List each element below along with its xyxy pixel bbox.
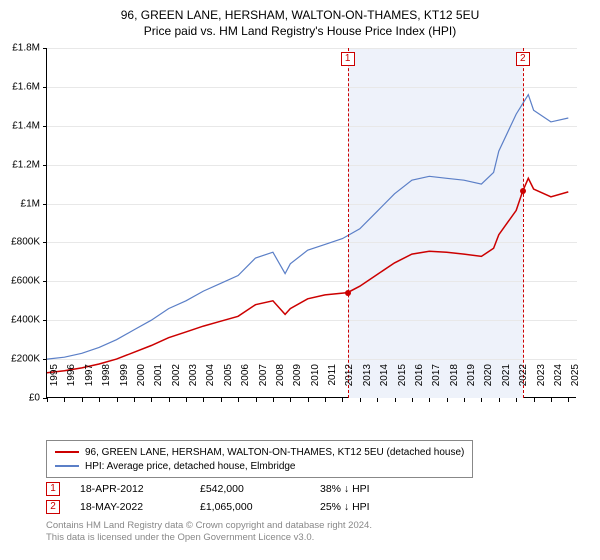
marker-box: 2: [516, 52, 530, 66]
marker-line: [348, 48, 349, 398]
x-axis-label: 2004: [205, 364, 216, 404]
event-price: £1,065,000: [200, 501, 300, 513]
event-marker-box: 2: [46, 500, 60, 514]
x-axis-label: 2007: [258, 364, 269, 404]
event-delta: 25% ↓ HPI: [320, 501, 420, 513]
legend-row: HPI: Average price, detached house, Elmb…: [55, 459, 464, 473]
event-date: 18-APR-2012: [80, 483, 180, 495]
event-row: 2 18-MAY-2022 £1,065,000 25% ↓ HPI: [46, 498, 420, 516]
x-axis-label: 2009: [292, 364, 303, 404]
x-axis-label: 2016: [414, 364, 425, 404]
x-axis-label: 1995: [49, 364, 60, 404]
x-axis-label: 2017: [431, 364, 442, 404]
x-axis-label: 2020: [483, 364, 494, 404]
marker-box: 1: [341, 52, 355, 66]
legend-label: 96, GREEN LANE, HERSHAM, WALTON-ON-THAME…: [85, 447, 464, 458]
line-chart-svg: [47, 48, 577, 398]
x-axis-label: 2018: [449, 364, 460, 404]
x-axis-label: 1998: [101, 364, 112, 404]
y-axis-label: £600K: [11, 276, 40, 287]
x-axis-label: 2005: [223, 364, 234, 404]
x-axis-label: 2011: [327, 364, 338, 404]
x-axis-label: 2010: [310, 364, 321, 404]
marker-line: [523, 48, 524, 398]
footer-line-2: This data is licensed under the Open Gov…: [46, 532, 372, 544]
x-axis-label: 2014: [379, 364, 390, 404]
title-line-1: 96, GREEN LANE, HERSHAM, WALTON-ON-THAME…: [0, 8, 600, 22]
x-axis-label: 2008: [275, 364, 286, 404]
footer-line-1: Contains HM Land Registry data © Crown c…: [46, 520, 372, 532]
chart-title: 96, GREEN LANE, HERSHAM, WALTON-ON-THAME…: [0, 0, 600, 40]
footer: Contains HM Land Registry data © Crown c…: [46, 520, 372, 545]
x-axis-label: 2025: [570, 364, 581, 404]
y-axis-label: £1.8M: [12, 43, 40, 54]
x-axis-label: 2024: [553, 364, 564, 404]
y-axis-label: £800K: [11, 237, 40, 248]
event-marker-box: 1: [46, 482, 60, 496]
y-axis-label: £0: [29, 393, 40, 404]
x-axis-label: 2019: [466, 364, 477, 404]
y-axis-label: £400K: [11, 315, 40, 326]
x-axis-label: 2000: [136, 364, 147, 404]
legend-swatch: [55, 465, 79, 467]
title-line-2: Price paid vs. HM Land Registry's House …: [0, 24, 600, 38]
x-axis-label: 2002: [171, 364, 182, 404]
events-table: 1 18-APR-2012 £542,000 38% ↓ HPI 2 18-MA…: [46, 480, 420, 516]
legend: 96, GREEN LANE, HERSHAM, WALTON-ON-THAME…: [46, 440, 473, 478]
legend-label: HPI: Average price, detached house, Elmb…: [85, 461, 296, 472]
chart-container: 12 £0£200K£400K£600K£800K£1M£1.2M£1.4M£1…: [46, 48, 576, 398]
plot-area: 12: [46, 48, 576, 398]
event-date: 18-MAY-2022: [80, 501, 180, 513]
marker-dot: [520, 188, 526, 194]
x-axis-label: 2021: [501, 364, 512, 404]
x-axis-label: 2012: [344, 364, 355, 404]
y-axis-label: £1M: [21, 198, 40, 209]
x-axis-label: 2015: [397, 364, 408, 404]
x-axis-label: 2001: [153, 364, 164, 404]
event-price: £542,000: [200, 483, 300, 495]
marker-dot: [345, 290, 351, 296]
x-axis-label: 1996: [66, 364, 77, 404]
y-axis-label: £1.2M: [12, 159, 40, 170]
y-axis-label: £1.4M: [12, 120, 40, 131]
legend-row: 96, GREEN LANE, HERSHAM, WALTON-ON-THAME…: [55, 445, 464, 459]
x-axis-label: 1999: [119, 364, 130, 404]
series-hpi: [47, 95, 568, 359]
event-delta: 38% ↓ HPI: [320, 483, 420, 495]
x-axis-label: 2022: [518, 364, 529, 404]
legend-swatch: [55, 451, 79, 453]
x-axis-label: 2003: [188, 364, 199, 404]
x-axis-label: 2006: [240, 364, 251, 404]
x-axis-label: 2023: [536, 364, 547, 404]
x-axis-label: 1997: [84, 364, 95, 404]
event-row: 1 18-APR-2012 £542,000 38% ↓ HPI: [46, 480, 420, 498]
y-axis-label: £200K: [11, 354, 40, 365]
series-property: [47, 178, 568, 372]
y-axis-label: £1.6M: [12, 81, 40, 92]
x-axis-label: 2013: [362, 364, 373, 404]
